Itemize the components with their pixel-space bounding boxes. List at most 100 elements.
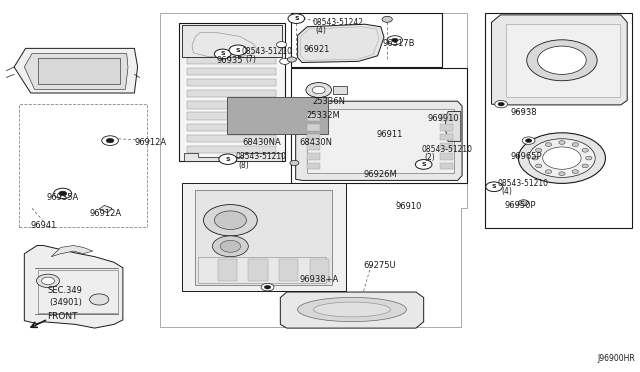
Circle shape	[382, 16, 392, 22]
Polygon shape	[99, 205, 112, 213]
Polygon shape	[492, 15, 627, 105]
Text: 96910: 96910	[396, 202, 422, 211]
Circle shape	[276, 42, 287, 48]
Circle shape	[543, 147, 581, 169]
Circle shape	[220, 240, 241, 252]
Text: 96935: 96935	[216, 56, 243, 65]
Circle shape	[559, 141, 565, 144]
Bar	[307, 163, 320, 169]
Bar	[307, 153, 320, 160]
Circle shape	[572, 143, 579, 147]
Text: 25332M: 25332M	[306, 111, 340, 120]
Bar	[187, 57, 276, 64]
Circle shape	[214, 211, 246, 230]
Text: J96900HR: J96900HR	[597, 354, 635, 363]
Text: 08543-51210: 08543-51210	[421, 145, 472, 154]
Bar	[485, 13, 632, 228]
Circle shape	[54, 188, 72, 199]
Bar	[182, 183, 346, 291]
Circle shape	[486, 182, 502, 192]
Text: S: S	[236, 48, 241, 53]
Bar	[195, 190, 332, 285]
Circle shape	[518, 133, 605, 183]
Circle shape	[538, 46, 586, 74]
Circle shape	[392, 38, 398, 42]
Circle shape	[498, 102, 504, 106]
Text: 08543-51210: 08543-51210	[236, 153, 287, 161]
Text: S: S	[225, 157, 230, 162]
Bar	[440, 134, 453, 140]
Bar	[440, 124, 453, 131]
Circle shape	[214, 49, 231, 59]
Circle shape	[306, 83, 332, 97]
Bar	[187, 124, 276, 131]
Text: 96317B: 96317B	[383, 39, 415, 48]
Circle shape	[261, 283, 274, 291]
Circle shape	[572, 170, 579, 173]
Circle shape	[287, 57, 296, 62]
Bar	[248, 259, 268, 281]
Circle shape	[204, 205, 257, 236]
Text: (8): (8)	[239, 161, 250, 170]
Text: (4): (4)	[501, 187, 512, 196]
Text: 08543-51210: 08543-51210	[498, 179, 549, 187]
Text: (34901): (34901)	[49, 298, 82, 307]
Text: 96912A: 96912A	[90, 209, 122, 218]
Circle shape	[280, 58, 290, 64]
Text: 969910: 969910	[428, 114, 459, 123]
Text: 96965P: 96965P	[511, 153, 542, 161]
Polygon shape	[186, 31, 264, 60]
Polygon shape	[298, 24, 384, 62]
Polygon shape	[280, 292, 424, 328]
Text: S: S	[421, 162, 426, 167]
Bar	[310, 259, 329, 281]
Ellipse shape	[314, 302, 390, 317]
Bar	[440, 114, 453, 121]
Circle shape	[212, 236, 248, 257]
Text: (2): (2)	[424, 153, 435, 162]
Text: S: S	[294, 16, 299, 21]
Polygon shape	[24, 246, 123, 328]
Text: 96938+A: 96938+A	[300, 275, 339, 284]
Bar	[440, 163, 453, 169]
Bar	[307, 124, 320, 131]
Bar	[333, 86, 347, 94]
Bar	[187, 135, 276, 142]
Text: 08543-51242: 08543-51242	[312, 18, 364, 27]
Text: 96935A: 96935A	[47, 193, 79, 202]
Bar	[291, 13, 442, 67]
Text: 96950P: 96950P	[504, 201, 536, 210]
Text: 96941: 96941	[30, 221, 57, 230]
Text: 96926M: 96926M	[364, 170, 397, 179]
Polygon shape	[296, 101, 462, 180]
Text: 96912A: 96912A	[134, 138, 166, 147]
Circle shape	[545, 143, 552, 147]
Circle shape	[102, 136, 118, 145]
Text: S: S	[220, 51, 225, 57]
Circle shape	[586, 156, 592, 160]
Bar	[187, 79, 276, 86]
Bar	[187, 68, 276, 75]
Circle shape	[59, 191, 67, 196]
Text: 69275U: 69275U	[364, 262, 396, 270]
Polygon shape	[51, 246, 93, 257]
Text: 08543-51210: 08543-51210	[242, 47, 293, 56]
Circle shape	[527, 40, 597, 81]
Bar	[179, 23, 285, 161]
Text: 25336N: 25336N	[312, 97, 346, 106]
Bar	[227, 97, 328, 134]
Circle shape	[582, 148, 588, 152]
Text: S: S	[492, 184, 497, 189]
Text: SEC.349: SEC.349	[48, 286, 83, 295]
Text: 68430N: 68430N	[300, 138, 333, 147]
Text: (4): (4)	[316, 26, 326, 35]
Bar	[440, 153, 453, 160]
Circle shape	[387, 36, 403, 45]
Text: 96911: 96911	[376, 130, 403, 139]
Bar	[307, 109, 454, 173]
Polygon shape	[38, 58, 120, 84]
Circle shape	[219, 154, 237, 164]
Bar	[218, 259, 237, 281]
Polygon shape	[445, 112, 461, 141]
Circle shape	[545, 170, 552, 173]
